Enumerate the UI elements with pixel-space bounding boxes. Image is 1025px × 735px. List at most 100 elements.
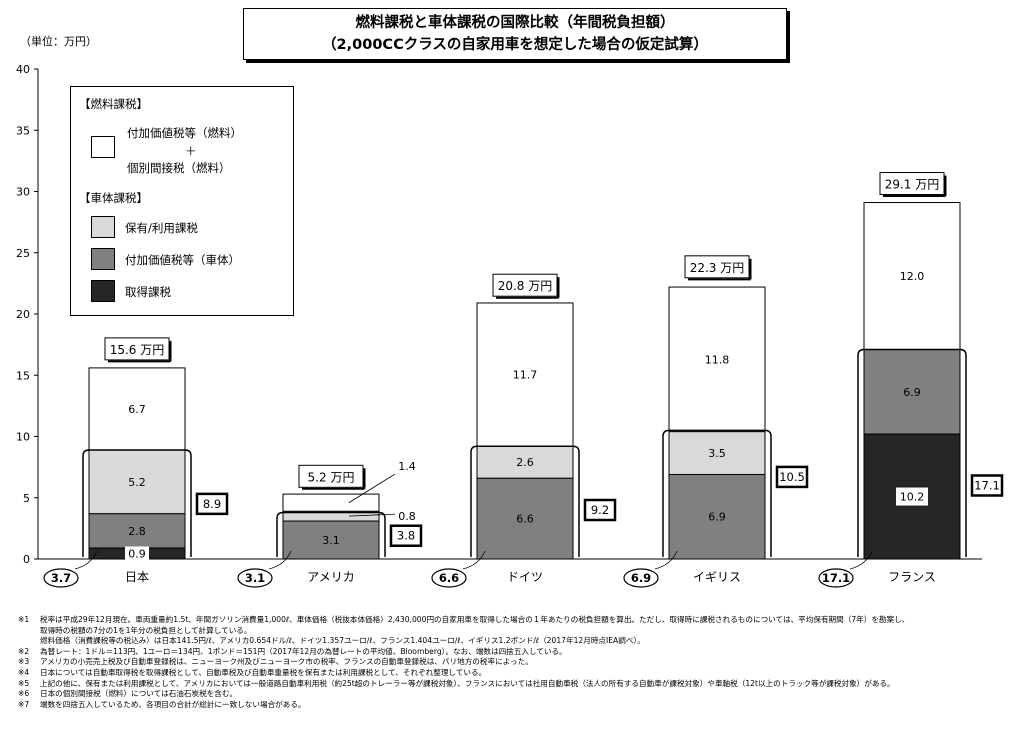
acq-vat-ellipse [431,568,467,588]
total-label: 5.2 万円 [308,470,355,484]
y-tick-label: 20 [16,308,30,321]
footnote-row: ※1 税率は平成29年12月現在。車両重量約1.5t、年間ガソリン消費量1,000… [18,615,1013,626]
legend-hold-label: 保有/利用課税 [125,221,198,235]
y-tick-label: 25 [16,247,30,260]
footnote-text: 取得時の税額の7分の1を1年分の税負担として計算している。 [40,625,252,635]
y-tick-label: 10 [16,431,30,444]
legend-fuel-label-2: 個別間接税（燃料） [127,161,231,175]
segment-value-label: 11.8 [705,353,730,366]
body-tax-bracket [470,445,580,557]
total-box [879,172,945,196]
acq-vat-label: 3.1 [245,571,265,585]
segment-value-label: 0.8 [398,510,416,523]
footnote-row: ※3 アメリカの小売売上税及び自動車登録税は、ニューヨーク州及びニューヨーク市の税… [18,657,1013,668]
total-box [298,464,364,488]
bar-segment-vat [282,520,380,560]
segment-value-label: 2.6 [516,456,534,469]
body-total-box [583,498,617,522]
body-total-label: 9.2 [591,503,609,517]
acq-vat-label: 6.9 [631,571,651,585]
footnote-text: 日本の個別間接税（燃料）については石油石炭税を含む。 [40,689,238,699]
body-tax-bracket [857,348,967,557]
body-total-box [775,465,809,489]
footnote-mark: ※5 [18,678,30,688]
leader-line [348,473,396,503]
segment-value-label: 5.2 [128,476,146,489]
footnote-text: 税率は平成29年12月現在。車両重量約1.5t、年間ガソリン消費量1,000ℓ、… [40,615,910,624]
ellipse-leader [462,550,486,570]
acq-vat-label: 6.6 [439,571,459,585]
bar-segment-hold [88,449,186,515]
y-tick-label: 0 [23,553,30,566]
category-label: ドイツ [507,570,543,584]
chart-title-box: 燃料課税と車体課税の国際比較（年間税負担額） （2,000CCクラスの自家用車を… [243,8,787,60]
footnote-mark: ※1 [18,615,30,624]
segment-value-label: 3.5 [708,447,726,460]
footnote-row: ※5 上記の他に、保有または利用課税として、アメリカにおいては一般道路自動車利用税… [18,679,1013,690]
acq-vat-ellipse [623,568,659,588]
bar-segment-fuel [476,302,574,447]
y-tick-label: 5 [23,492,30,505]
legend-swatch-fuel [91,136,115,158]
footnote-text: 為替レート：1ドル＝113円、1ユーロ＝134円、1ポンド＝151円（2017年… [40,646,567,656]
ellipse-leader [268,550,292,570]
legend-body-header: 【車体課税】 [79,191,148,205]
bar-segment-hold [476,445,574,479]
legend-fuel-header: 【燃料課税】 [79,97,148,111]
footnote-mark: ※2 [18,646,30,656]
segment-value-label: 6.7 [128,403,146,416]
y-tick-label: 35 [16,124,30,137]
bar-segment-vat [863,349,961,435]
footnote-mark [18,626,40,637]
category-label: アメリカ [307,570,354,584]
acq-vat-ellipse [237,568,273,588]
legend-fuel-label-plus: ＋ [185,144,197,158]
ellipse-leader [74,550,98,570]
footnotes: ※1 税率は平成29年12月現在。車両重量約1.5t、年間ガソリン消費量1,000… [18,615,1013,710]
footnote-text: アメリカの小売売上税及び自動車登録税は、ニューヨーク州及びニューヨーク市の税率、… [40,657,533,667]
segment-value-label: 6.9 [903,386,921,399]
body-total-label: 3.8 [397,529,415,543]
acq-vat-ellipse [43,568,79,588]
legend-swatch-hold [91,216,115,238]
labels-layer: 0.9 2.8 5.2 6.7 15.6 万円 8.9 3.7 日本 3.1 0.8 1.4 5.2 … [43,172,1004,588]
label-bg [896,487,928,506]
total-box [104,337,170,361]
category-label: イギリス [693,570,741,584]
acq-vat-label: 17.1 [822,571,850,585]
total-box [684,255,750,279]
chart-title-line1: 燃料課税と車体課税の国際比較（年間税負担額） [355,15,675,31]
body-tax-bracket [662,429,772,557]
body-total-box [970,474,1004,497]
segment-value-label: 11.7 [513,369,538,382]
segment-value-label: 12.0 [900,270,925,283]
segment-value-label: 0.9 [128,547,146,560]
legend-vat-label: 付加価値税等（車体） [125,253,240,267]
bar-segment-fuel [668,286,766,433]
body-total-label: 8.9 [203,497,221,511]
body-total-label: 17.1 [974,479,1000,493]
bar-segment-fuel [863,202,961,351]
bar-segment-vat [668,473,766,560]
segment-value-label: 3.1 [322,534,340,547]
footnote-mark: ※3 [18,657,30,667]
legend-swatch-vat [91,248,115,270]
footnote-row: ※6 日本の個別間接税（燃料）については石油石炭税を含む。 [18,689,1013,700]
segment-value-label: 6.6 [516,513,534,526]
body-total-box [389,524,423,547]
total-label: 29.1 万円 [885,178,940,192]
footnote-mark [18,636,40,647]
body-total-box [195,492,229,516]
footnote-text: 端数を四捨五入しているため、各項目の合計が総計に一致しない場合がある。 [40,699,306,709]
footnote-row: ※7 端数を四捨五入しているため、各項目の合計が総計に一致しない場合がある。 [18,700,1013,711]
footnote-row: ※4 日本については自動車取得税を取得課税として、自動車税及び自動車重量税を保有ま… [18,668,1013,679]
total-box [492,273,558,297]
bar-segment-vat [476,477,574,560]
y-tick-label: 30 [16,186,30,199]
acq-vat-ellipse [818,568,854,588]
total-label: 22.3 万円 [690,261,745,275]
legend-acq-label: 取得課税 [125,285,171,299]
y-tick-label: 40 [16,63,30,76]
segment-value-label: 1.4 [398,460,416,473]
footnote-row: ※2 為替レート：1ドル＝113円、1ユーロ＝134円、1ポンド＝151円（201… [18,647,1013,658]
